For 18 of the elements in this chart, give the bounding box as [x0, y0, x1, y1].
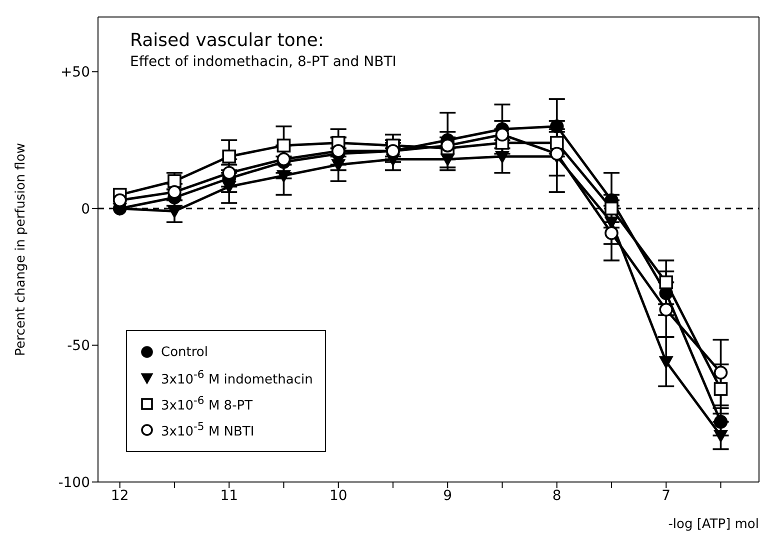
x-tick-label: 9: [443, 488, 452, 504]
y-tick-label: -50: [67, 338, 90, 354]
x-tick-label: 12: [110, 488, 129, 504]
legend-label: 3x10$^{-6}$ M 8-PT: [161, 394, 253, 414]
y-tick-label: +50: [60, 64, 90, 81]
y-tick-label: -100: [58, 474, 90, 491]
x-tick-label: 7: [662, 488, 671, 504]
legend-label: 3x10$^{-6}$ M indomethacin: [161, 368, 313, 388]
y-tick-label: 0: [81, 201, 90, 218]
legend-label: 3x10$^{-5}$ M NBTI: [161, 420, 254, 440]
legend-label: Control: [161, 344, 208, 360]
text: Raised vascular tone:: [130, 30, 324, 51]
y-axis-title: Percent change in perfusion flow: [14, 142, 29, 356]
x-tick-label: 11: [220, 488, 238, 504]
text: Effect of indomethacin, 8-PT and NBTI: [130, 54, 396, 70]
x-tick-label: 8: [552, 488, 562, 504]
x-tick-label: 10: [329, 488, 348, 504]
x-axis-title: -log [ATP] mol: [668, 517, 759, 532]
